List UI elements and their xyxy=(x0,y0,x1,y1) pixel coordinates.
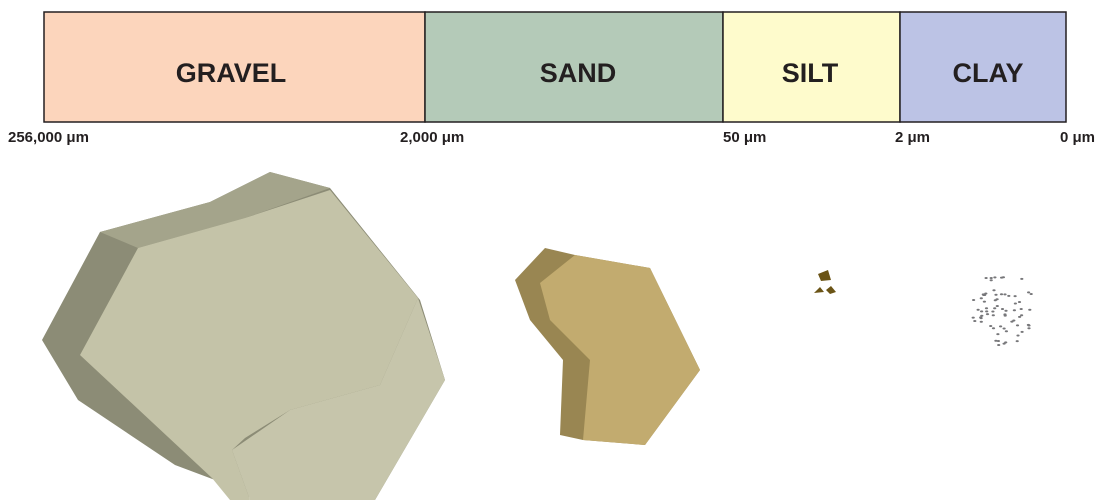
clay-particle xyxy=(1014,295,1017,297)
clay-particles xyxy=(972,276,1033,346)
clay-particle xyxy=(973,320,976,322)
clay-particle xyxy=(972,299,975,301)
clay-particle xyxy=(990,277,993,279)
clay-particle xyxy=(1027,327,1030,329)
clay-particle xyxy=(992,289,995,291)
clay-particle xyxy=(994,294,997,296)
clay-particle xyxy=(1007,295,1010,297)
clay-particle xyxy=(1027,325,1030,327)
clay-particle xyxy=(1016,340,1019,342)
clay-particle xyxy=(1021,331,1024,333)
clay-particle xyxy=(999,325,1002,327)
clay-particle xyxy=(1004,310,1007,312)
clay-particle xyxy=(1020,278,1023,280)
clay-particle xyxy=(1018,301,1021,303)
clay-particle xyxy=(977,309,980,311)
clay-particle xyxy=(985,307,988,309)
clay-particle xyxy=(1016,324,1019,326)
clay-particle xyxy=(990,279,993,281)
clay-particle xyxy=(982,293,985,295)
clay-particle xyxy=(989,325,992,327)
clay-particle xyxy=(994,299,997,301)
clay-particle xyxy=(1000,293,1003,295)
clay-particle xyxy=(1005,330,1008,332)
clay-particle xyxy=(1016,335,1019,337)
boundary-label: 2 μm xyxy=(895,129,930,146)
class-label: GRAVEL xyxy=(176,58,287,88)
clay-particle xyxy=(993,307,996,309)
clay-particle xyxy=(1014,303,1017,305)
clay-particle xyxy=(997,344,1000,346)
clay-particle xyxy=(1003,293,1006,295)
clay-particle xyxy=(985,277,988,279)
clay-particle xyxy=(992,314,995,316)
silt-particles xyxy=(814,270,836,294)
boundary-label: 2,000 μm xyxy=(400,129,464,146)
clay-particle xyxy=(980,317,983,319)
clay-particle xyxy=(997,340,1000,342)
clay-particle xyxy=(986,313,989,315)
clay-particle xyxy=(985,310,988,312)
clay-particle xyxy=(1018,316,1021,318)
sand-particle xyxy=(515,248,700,445)
clay-particle xyxy=(1001,308,1004,310)
clay-particle xyxy=(1020,308,1023,310)
clay-particle xyxy=(1010,321,1013,323)
clay-particle xyxy=(1003,313,1006,315)
clay-particle xyxy=(980,310,983,312)
clay-particle xyxy=(996,305,999,307)
clay-particle xyxy=(1013,309,1016,311)
soil-scale-diagram: GRAVEL SAND SILT CLAY 256,000 μm 2,000 μ… xyxy=(0,0,1103,500)
clay-particle xyxy=(983,301,986,303)
boundary-label: 50 μm xyxy=(723,129,766,146)
clay-particle xyxy=(1003,328,1006,330)
gravel-particle xyxy=(42,172,445,500)
clay-particle xyxy=(993,276,996,278)
class-label: SILT xyxy=(782,58,839,88)
class-label: SAND xyxy=(540,58,617,88)
clay-particle xyxy=(1020,314,1023,316)
clay-particle xyxy=(996,333,999,335)
clay-particle xyxy=(972,317,975,319)
clay-particle xyxy=(1030,293,1033,295)
clay-particle xyxy=(1028,309,1031,311)
clay-particle xyxy=(1027,291,1030,293)
clay-particle xyxy=(1004,341,1007,343)
clay-particle xyxy=(991,311,994,313)
clay-particle xyxy=(1000,277,1003,279)
boundary-label: 256,000 μm xyxy=(8,129,89,146)
boundary-label: 0 μm xyxy=(1060,129,1095,146)
class-label: CLAY xyxy=(952,58,1023,88)
clay-particle xyxy=(980,315,983,317)
clay-particle xyxy=(992,327,995,329)
clay-particle xyxy=(980,321,983,323)
clay-particle xyxy=(980,297,983,299)
